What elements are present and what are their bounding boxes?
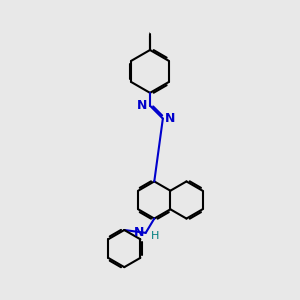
Text: N: N — [165, 112, 175, 125]
Text: H: H — [151, 231, 159, 241]
Text: CH₃: CH₃ — [149, 32, 151, 33]
Text: N: N — [137, 99, 148, 112]
Text: N: N — [134, 226, 144, 239]
